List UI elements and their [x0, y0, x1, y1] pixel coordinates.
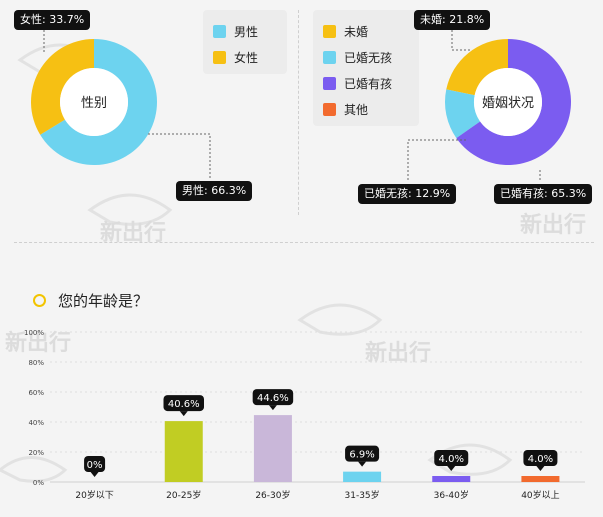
- single-callout: 未婚: 21.8%: [414, 10, 491, 30]
- vertical-divider: [298, 10, 299, 215]
- marital-slice-married-no-kids: [445, 89, 481, 139]
- x-tick-label: 20岁以下: [75, 489, 113, 501]
- female-callout: 女性: 33.7%: [14, 10, 91, 30]
- data-label: 40.6%: [168, 399, 200, 410]
- male-leader-line: [148, 133, 211, 178]
- marital-donut-hole: [474, 68, 542, 136]
- male-callout: 男性: 66.3%: [176, 181, 253, 201]
- data-label-bg: [84, 456, 106, 472]
- legend-item-male: 男性: [213, 18, 277, 44]
- legend-swatch-single: [323, 24, 336, 38]
- married-no-kids-callout: 已婚无孩: 12.9%: [358, 184, 457, 204]
- legend-label-male: 男性: [234, 24, 259, 39]
- age-question-text: 您的年龄是？: [58, 292, 149, 310]
- legend-label-female: 女性: [234, 50, 259, 65]
- gender-slice-male: [40, 39, 158, 166]
- single-leader-line: [451, 26, 470, 51]
- data-label: 44.6%: [257, 393, 289, 404]
- data-label: 0%: [87, 460, 103, 471]
- x-tick-label: 20-25岁: [166, 489, 201, 501]
- legend-label-other: 其他: [344, 102, 369, 117]
- marital-donut-chart: 婚姻状况: [407, 26, 571, 182]
- x-tick-label: 36-40岁: [434, 489, 469, 501]
- legend-swatch-married-no-kids: [323, 50, 336, 64]
- data-label: 4.0%: [439, 454, 464, 465]
- gender-legend: 男性 女性: [203, 10, 287, 74]
- age-bar: [521, 476, 560, 482]
- data-label-pointer: [536, 466, 545, 471]
- data-label-pointer: [90, 472, 99, 477]
- x-tick-label: 40岁以上: [521, 489, 559, 501]
- y-tick-label: 20%: [28, 449, 44, 457]
- legend-swatch-married-kids: [323, 76, 336, 90]
- horizontal-divider: [14, 242, 594, 243]
- y-tick-label: 40%: [28, 419, 44, 427]
- data-label-pointer: [268, 405, 277, 411]
- marital-slice-single: [446, 39, 508, 96]
- data-label-pointer: [358, 461, 367, 467]
- y-tick-label: 80%: [28, 359, 44, 367]
- gender-center-label: 性别: [81, 96, 107, 111]
- age-question-title: 您的年龄是？: [33, 290, 148, 311]
- age-bar: [253, 415, 292, 482]
- data-label-bg: [434, 450, 469, 466]
- data-label: 4.0%: [528, 454, 553, 465]
- age-bar: [432, 476, 471, 482]
- data-label-bg: [523, 450, 558, 466]
- x-tick-label: 31-35岁: [345, 489, 380, 501]
- legend-swatch-female: [213, 50, 226, 64]
- legend-item-single: 未婚: [323, 18, 409, 44]
- legend-item-married-no-kids: 已婚无孩: [323, 44, 409, 70]
- married-kids-callout: 已婚有孩: 65.3%: [494, 184, 593, 204]
- no-kids-leader-line: [407, 139, 466, 182]
- bullet-ring-icon: [33, 294, 46, 307]
- legend-item-other: 其他: [323, 96, 409, 122]
- legend-label-single: 未婚: [344, 24, 369, 39]
- legend-swatch-male: [213, 24, 226, 38]
- data-label-bg: [252, 389, 294, 406]
- y-tick-label: 0%: [33, 479, 44, 487]
- age-bar: [343, 471, 382, 482]
- marital-center-label: 婚姻状况: [482, 96, 534, 111]
- legend-item-female: 女性: [213, 44, 277, 70]
- legend-label-married-no-kids: 已婚无孩: [344, 50, 393, 65]
- gender-donut-hole: [60, 68, 128, 136]
- age-bar: [164, 421, 203, 482]
- marital-legend: 未婚 已婚无孩 已婚有孩 其他: [313, 10, 419, 126]
- y-tick-label: 100%: [24, 329, 44, 337]
- gender-slice-female: [31, 39, 95, 135]
- legend-label-married-kids: 已婚有孩: [344, 76, 393, 91]
- data-label-pointer: [447, 466, 456, 471]
- legend-swatch-other: [323, 102, 336, 116]
- x-tick-label: 26-30岁: [255, 489, 290, 501]
- data-label-pointer: [179, 411, 188, 417]
- data-label-bg: [345, 445, 380, 462]
- data-label-bg: [163, 395, 204, 412]
- y-tick-label: 60%: [28, 389, 44, 397]
- legend-item-married-kids: 已婚有孩: [323, 70, 409, 96]
- data-label: 6.9%: [349, 450, 374, 461]
- marital-slice-married-kids: [456, 39, 571, 166]
